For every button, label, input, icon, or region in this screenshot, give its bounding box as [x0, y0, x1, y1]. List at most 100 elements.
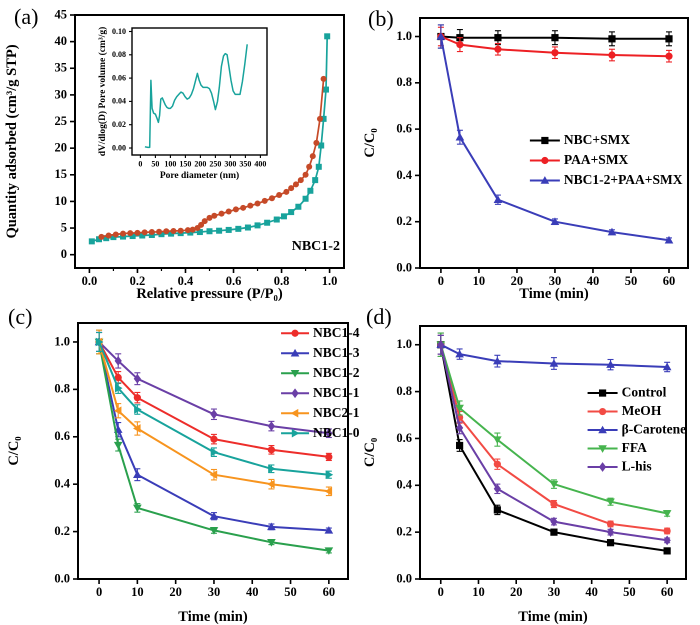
svg-text:0.0: 0.0 [396, 571, 412, 585]
svg-text:0.4: 0.4 [396, 168, 412, 182]
svg-text:0.08: 0.08 [112, 50, 126, 59]
svg-text:50: 50 [284, 585, 297, 599]
panel-c-catalyst-comparison-chart: 0 10 20 30 40 50 60 0.0 0.2 0.4 0.6 0.8 1.0 Time (min… [6, 322, 360, 625]
svg-text:350: 350 [239, 160, 251, 169]
svg-text:0.02: 0.02 [112, 120, 126, 129]
svg-text:25: 25 [55, 114, 68, 128]
svg-text:50: 50 [623, 585, 636, 599]
svg-text:0.8: 0.8 [274, 274, 290, 288]
svg-text:0: 0 [438, 585, 444, 599]
svg-text:Time (min): Time (min) [178, 609, 248, 625]
svg-text:0.0: 0.0 [82, 274, 98, 288]
svg-text:40: 40 [246, 585, 259, 599]
svg-text:40: 40 [585, 585, 598, 599]
svg-text:30: 30 [55, 87, 68, 101]
svg-text:300: 300 [224, 160, 236, 169]
svg-text:1.0: 1.0 [54, 334, 70, 348]
svg-text:MeOH: MeOH [622, 403, 662, 418]
svg-text:dV/dlog(D) Pore volume (cm³/g): dV/dlog(D) Pore volume (cm³/g) [97, 27, 108, 157]
svg-text:Quantity adsorbed (cm³/g STP): Quantity adsorbed (cm³/g STP) [4, 44, 20, 238]
svg-text:0.0: 0.0 [54, 571, 70, 585]
svg-text:250: 250 [209, 160, 221, 169]
panel-a-pore-volume-inset-chart: 0 50 100 150 200 250 300 350 400 0.00 0.02 0.04 0.06… [97, 27, 268, 181]
svg-text:Time (min): Time (min) [518, 609, 588, 625]
panel-c-label: (c) [8, 304, 33, 329]
svg-text:0.8: 0.8 [54, 382, 70, 396]
svg-text:60: 60 [661, 585, 674, 599]
svg-text:NBC1-3: NBC1-3 [313, 345, 360, 360]
panel-d-label: (d) [366, 304, 392, 329]
svg-text:1.0: 1.0 [396, 29, 412, 43]
svg-text:10: 10 [55, 194, 68, 208]
svg-text:0.4: 0.4 [396, 478, 412, 492]
svg-text:0.8: 0.8 [396, 384, 412, 398]
svg-text:150: 150 [179, 160, 191, 169]
panel-a-isotherm-chart: 0.0 0.2 0.4 0.6 0.8 1.0 0 5 10 15 20 25 30 35 40 45 Rela… [4, 7, 345, 302]
svg-text:β-Carotene: β-Carotene [622, 422, 687, 437]
svg-text:10: 10 [472, 585, 485, 599]
svg-text:0.6: 0.6 [54, 429, 70, 443]
svg-text:20: 20 [511, 274, 524, 288]
svg-text:C/C₀: C/C₀ [362, 437, 378, 467]
svg-text:40: 40 [55, 34, 68, 48]
svg-text:0.4: 0.4 [54, 477, 70, 491]
svg-text:100: 100 [164, 160, 176, 169]
svg-text:NBC1-4: NBC1-4 [313, 325, 360, 340]
svg-text:0.0: 0.0 [396, 260, 412, 274]
svg-text:NBC1-0: NBC1-0 [313, 425, 360, 440]
svg-text:NBC+SMX: NBC+SMX [564, 132, 630, 147]
svg-text:NBC1-2: NBC1-2 [313, 365, 360, 380]
svg-text:0: 0 [138, 160, 142, 169]
svg-text:0.4: 0.4 [178, 274, 194, 288]
svg-text:NBC1-2: NBC1-2 [292, 239, 340, 254]
svg-text:0.00: 0.00 [112, 143, 126, 152]
svg-text:1.0: 1.0 [322, 274, 338, 288]
svg-text:60: 60 [663, 274, 676, 288]
svg-text:50: 50 [151, 160, 159, 169]
svg-text:C/C₀: C/C₀ [362, 128, 378, 158]
svg-text:Control: Control [622, 385, 667, 400]
svg-text:0.04: 0.04 [112, 97, 126, 106]
svg-text:0.06: 0.06 [112, 73, 126, 82]
svg-text:0.6: 0.6 [226, 274, 242, 288]
svg-text:0: 0 [438, 274, 444, 288]
svg-text:Pore diameter (nm): Pore diameter (nm) [160, 170, 239, 181]
svg-text:5: 5 [61, 220, 67, 234]
svg-text:30: 30 [548, 585, 561, 599]
svg-text:35: 35 [55, 61, 68, 75]
svg-text:20: 20 [169, 585, 182, 599]
svg-text:30: 30 [208, 585, 221, 599]
svg-text:15: 15 [55, 167, 68, 181]
svg-text:0.10: 0.10 [112, 27, 126, 36]
svg-text:50: 50 [625, 274, 638, 288]
svg-text:10: 10 [131, 585, 144, 599]
svg-text:60: 60 [323, 585, 336, 599]
svg-text:0.6: 0.6 [396, 121, 412, 135]
svg-text:NBC1-1: NBC1-1 [313, 385, 360, 400]
svg-text:40: 40 [587, 274, 600, 288]
svg-text:0.2: 0.2 [54, 524, 70, 538]
svg-text:Relative pressure (P/P₀): Relative pressure (P/P₀) [136, 286, 283, 302]
svg-text:30: 30 [549, 274, 562, 288]
svg-text:0.8: 0.8 [396, 75, 412, 89]
svg-text:20: 20 [55, 141, 68, 155]
svg-text:Time (min): Time (min) [519, 286, 589, 302]
svg-text:400: 400 [254, 160, 266, 169]
svg-text:45: 45 [55, 7, 68, 21]
svg-text:FFA: FFA [622, 440, 647, 455]
svg-text:10: 10 [473, 274, 486, 288]
panel-d-scavenger-chart: 0 10 20 30 40 50 60 0.0 0.2 0.4 0.6 0.8 1.0 Time (min… [362, 325, 687, 625]
svg-text:0.2: 0.2 [396, 525, 412, 539]
panel-b-label: (b) [368, 6, 394, 31]
svg-text:0: 0 [96, 585, 102, 599]
svg-text:C/C₀: C/C₀ [6, 436, 22, 466]
svg-text:0.2: 0.2 [130, 274, 146, 288]
svg-text:L-his: L-his [622, 459, 652, 474]
svg-text:PAA+SMX: PAA+SMX [564, 152, 629, 167]
svg-text:NBC2-1: NBC2-1 [313, 405, 360, 420]
svg-text:200: 200 [194, 160, 206, 169]
svg-text:20: 20 [510, 585, 523, 599]
panel-b-degradation-chart: 0 10 20 30 40 50 60 0.0 0.2 0.4 0.6 0.8 1.0 Time (min… [362, 17, 689, 302]
svg-text:1.0: 1.0 [396, 337, 412, 351]
